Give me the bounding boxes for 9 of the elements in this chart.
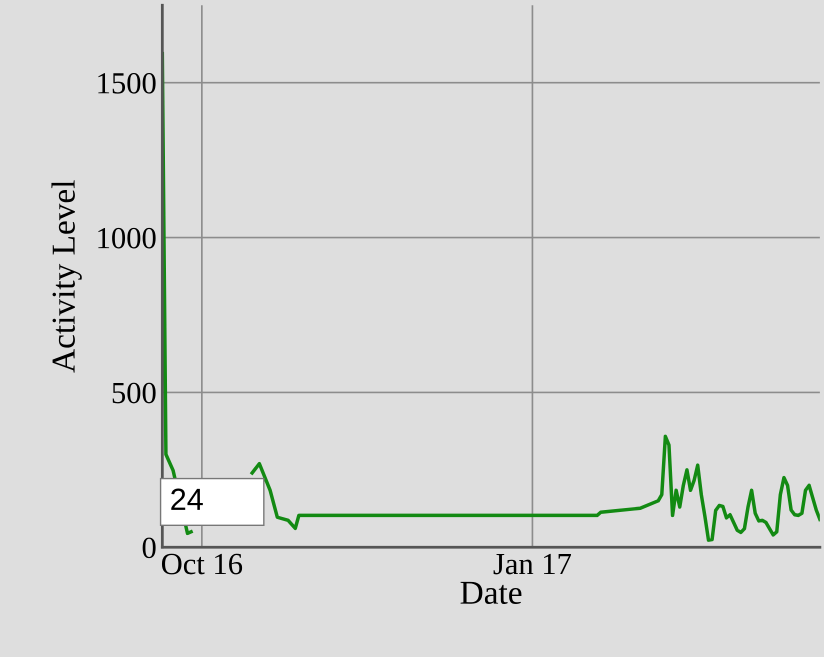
x-axis-title: Date: [460, 582, 522, 604]
y-tick-label: 0: [142, 538, 156, 558]
y-tick-label: 500: [112, 382, 156, 404]
x-tick-label: Oct 16: [162, 554, 242, 574]
y-tick-label: 1000: [98, 228, 156, 248]
y-tick-label: 1500: [98, 72, 156, 94]
x-tick-label: Jan 17: [494, 554, 572, 574]
y-axis-title: Activity Level: [51, 180, 82, 373]
annotation: 24: [171, 488, 203, 510]
